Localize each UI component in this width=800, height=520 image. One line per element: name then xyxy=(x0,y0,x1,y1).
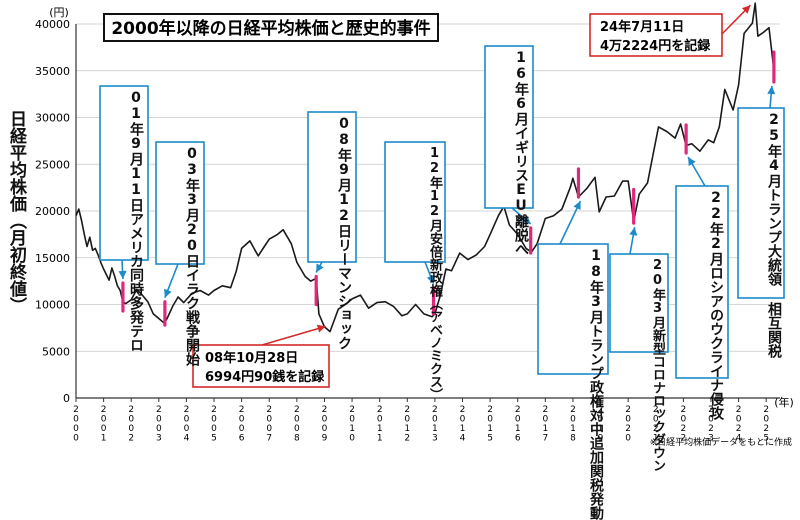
y-tick-label: 15000 xyxy=(35,252,70,265)
chart-stage: 0 5000 10000 15000 20000 25000 30000 35000 40000… xyxy=(6,2,794,520)
y-axis-title: 日経平均株価（月初終値） xyxy=(6,110,26,314)
y-tick-label: 5000 xyxy=(42,345,70,358)
callout-box-2016 xyxy=(484,45,534,209)
arrow-2003-head xyxy=(164,288,172,298)
price-line xyxy=(75,2,776,333)
y-tick-labels: 0 5000 10000 15000 20000 25000 30000 35000 40000 xyxy=(35,18,70,405)
callout-box-2008 xyxy=(307,111,357,263)
y-tick-label: 20000 xyxy=(35,205,70,218)
y-tick-label: 30000 xyxy=(35,112,70,125)
arrow-2020-head xyxy=(629,227,638,236)
record-box-low xyxy=(192,344,330,388)
record-texts: 08年10月28日 6994円90銭を記録 24年7月11日 4万2224円を記… xyxy=(205,19,711,385)
callout-box-2018 xyxy=(537,243,609,375)
chart-title: 2000年以降の日経平均株価と歴史的事件 xyxy=(111,18,430,39)
callout-text-2001: 01年9月11日アメリカ同時多発テロ xyxy=(128,90,144,352)
y-tick-label: 0 xyxy=(63,392,70,405)
record-low-line2: 6994円90銭を記録 xyxy=(205,369,325,385)
callout-text-2012: 12年12月安倍新政権（アベノミクス） xyxy=(427,146,442,401)
callout-arrows xyxy=(118,4,776,346)
callout-text-2008: 08年9月12日リーマンショック xyxy=(336,116,352,350)
chart-svg: 0 5000 10000 15000 20000 25000 30000 35000 40000… xyxy=(35,2,794,448)
callout-text-2018: 18年3月トランプ政権対中追加関税発動 xyxy=(588,248,604,520)
callout-text-2020: 20年3月新型コロナロックダウン xyxy=(650,258,665,472)
callout-text-2025: 25年4月トランプ大統領 相互関税 xyxy=(766,112,782,358)
record-high-line2: 4万2224円を記録 xyxy=(600,38,711,54)
arrow-2016-head xyxy=(522,215,531,224)
callout-text-2022: 22年2月ロシアのウクライナ侵攻 xyxy=(708,190,724,420)
arrow-2018-head xyxy=(573,200,581,210)
callout-box-2025 xyxy=(737,107,785,299)
record-boxes xyxy=(192,13,723,388)
arrow-record-low xyxy=(261,325,326,346)
callout-box-2001 xyxy=(99,85,149,261)
y-tick-label: 10000 xyxy=(35,299,70,312)
callout-text-2016: 16年6月イギリスEU離脱へ xyxy=(513,50,529,256)
callout-box-2022 xyxy=(675,185,729,379)
record-high-line1: 24年7月11日 xyxy=(600,19,684,35)
title-box xyxy=(103,13,439,42)
y-tick-label: 25000 xyxy=(35,158,70,171)
arrow-2012-head xyxy=(426,274,435,284)
callout-text-2003: 03年3月20日イラク戦争開始 xyxy=(184,146,200,366)
y-tick-label: 35000 xyxy=(35,65,70,78)
callout-boxes xyxy=(99,45,785,379)
callout-box-2012 xyxy=(384,141,446,263)
callout-box-2020 xyxy=(609,253,669,353)
y-tick-label: 40000 xyxy=(35,18,70,31)
y-unit-label: (円) xyxy=(49,6,69,19)
record-box-high xyxy=(589,13,723,57)
arrow-record-low-head xyxy=(316,324,326,333)
arrow-2008-head xyxy=(316,263,324,273)
source-note: ※日経平均株価データをもとに作成 xyxy=(650,436,792,448)
arrow-2025-head xyxy=(767,85,776,95)
arrow-2022-head xyxy=(688,157,696,166)
x-tick-labels: 2 0 0 0 2 0 0 1 2 0 0 2 2 0 0 3 2 0 0 4 2 0 0 5 2 0 0 6 2 0 0 7 2 0 0 8 2 0 0 9… xyxy=(73,398,769,444)
arrow-2001-head xyxy=(118,270,127,279)
record-low-line1: 08年10月28日 xyxy=(205,350,298,366)
arrow-record-high-head xyxy=(741,5,751,14)
x-unit-label: (年) xyxy=(774,395,794,409)
event-markers xyxy=(121,50,776,327)
callout-box-2003 xyxy=(155,141,205,265)
